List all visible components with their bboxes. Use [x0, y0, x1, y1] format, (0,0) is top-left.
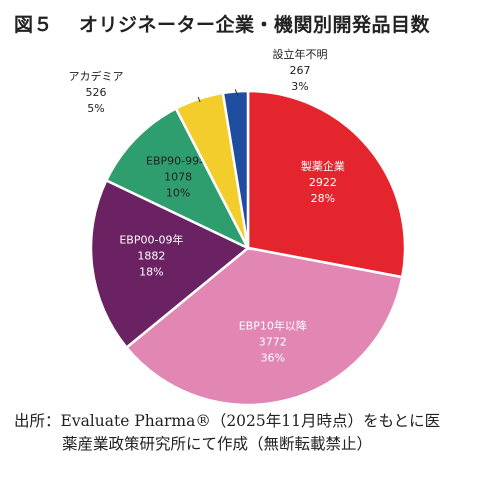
slice-2-label: EBP10年以降 3772 36%: [239, 318, 307, 364]
slice-6-label: 設立年不明 267 3%: [273, 47, 328, 93]
source-line-2: 薬産業政策研究所にて作成（無断転載禁止）: [62, 435, 373, 453]
figure-number: 図５: [14, 14, 54, 36]
slice-1-label: 製薬企業 2922 28%: [301, 159, 345, 205]
chart-title-text: オリジネーター企業・機関別開発品目数: [79, 14, 431, 36]
slice-2: [124, 246, 404, 407]
slice-6-leader-line: [234, 89, 239, 97]
slice-5-leader-line: [197, 96, 201, 103]
source-note: 出所：Evaluate Pharma®（2025年11月時点）をもとに医 薬産業…: [14, 410, 490, 456]
slice-1: [246, 89, 407, 279]
chart-title: 図５ オリジネーター企業・機関別開発品目数: [14, 10, 430, 37]
slice-6: [221, 89, 250, 249]
slice-3: [89, 178, 251, 350]
slice-5-label: アカデミア 526 5%: [69, 69, 124, 115]
slice-4-label: EBP90-99年 1078 10%: [146, 153, 210, 199]
slice-3-label: EBP00-09年 1882 18%: [119, 233, 183, 279]
source-line-1: 出所：Evaluate Pharma®（2025年11月時点）をもとに医: [14, 412, 441, 430]
slice-4: [104, 106, 251, 251]
